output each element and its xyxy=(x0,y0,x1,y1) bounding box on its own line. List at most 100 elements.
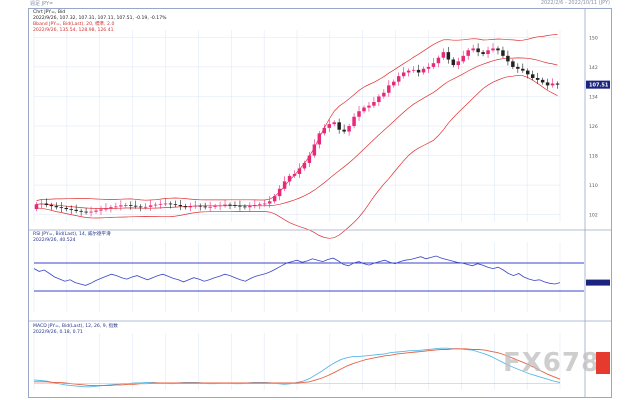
candle-body xyxy=(109,207,113,209)
candle-body xyxy=(392,81,396,86)
candle-body xyxy=(282,181,287,189)
candle-body xyxy=(357,111,361,117)
candle-body xyxy=(446,52,451,60)
macd-info: MACD JPY=, Bid(Last), 12, 26, 9, 指数 2022… xyxy=(33,324,118,336)
candle-body xyxy=(158,203,163,205)
candle-body xyxy=(173,204,178,206)
candle-body xyxy=(367,105,371,108)
price-info-line-4: 2022/9/26, 135.54, 128.98, 126.41 xyxy=(33,28,114,33)
candle-body xyxy=(198,205,202,207)
candle-body xyxy=(233,205,237,206)
candle-body xyxy=(476,48,480,53)
candle-body xyxy=(153,204,158,206)
macd-panel xyxy=(33,333,561,390)
candle-body xyxy=(436,57,441,64)
candle-body xyxy=(287,175,292,182)
candle-body xyxy=(178,205,183,207)
rsi-panel xyxy=(33,242,610,312)
candle-body xyxy=(337,122,341,130)
candle-body xyxy=(277,188,282,197)
candle-body xyxy=(466,50,470,56)
candle-body xyxy=(124,205,128,206)
rsi-info-line-2: 2022/9/26, 40.524 xyxy=(33,238,76,243)
candle-body xyxy=(501,50,505,56)
candle-body xyxy=(471,48,475,51)
y-tick-label: 134 xyxy=(589,94,598,100)
candle-body xyxy=(401,72,406,77)
top-header: 週足 JPY= 2022/2/6 - 2022/10/11 (JPY) xyxy=(0,0,640,8)
candle-body xyxy=(352,116,356,126)
candle-body xyxy=(243,206,247,208)
candle-body xyxy=(511,61,515,67)
candle-body xyxy=(486,50,490,54)
candle-body xyxy=(362,107,366,112)
candle-body xyxy=(451,59,456,66)
candle-body xyxy=(347,126,351,132)
candle-body xyxy=(516,66,520,69)
candle-body xyxy=(272,196,277,202)
y-tick-label: 142 xyxy=(589,65,598,71)
watermark-logo: FX678 xyxy=(503,348,601,378)
macd-slow-line xyxy=(34,348,561,387)
candle-body xyxy=(545,82,550,86)
candle-body xyxy=(372,102,376,106)
candle-body xyxy=(79,210,83,212)
candle-body xyxy=(188,206,193,208)
candle-body xyxy=(163,203,168,205)
price-info-line-2: 2022/9/26, 107.32, 107.31, 107.11, 107.5… xyxy=(33,16,167,21)
y-tick-label: 102 xyxy=(589,213,598,219)
candle-body xyxy=(64,207,68,210)
macd-info-line-2: 2022/9/26, 0.18, 0.71 xyxy=(33,330,83,335)
candle-body xyxy=(406,70,411,73)
candle-body xyxy=(248,206,252,208)
candle-body xyxy=(203,206,207,208)
last-price-tag xyxy=(586,80,610,89)
candle-body xyxy=(441,52,446,58)
candle-body xyxy=(396,76,401,82)
candle-body xyxy=(168,203,173,205)
candle-body xyxy=(238,205,242,207)
candle-body xyxy=(540,79,545,83)
candle-body xyxy=(69,209,73,210)
candle-body xyxy=(530,74,535,78)
candle-body xyxy=(94,210,98,212)
rsi-value-tag xyxy=(586,279,610,286)
y-tick-label: 110 xyxy=(589,183,598,189)
candle-body xyxy=(456,61,461,66)
rsi-info: RSI JPY=, Bid(Last), 14, 威尔德平滑 2022/9/26… xyxy=(33,232,111,244)
candle-body xyxy=(119,205,123,207)
candle-body xyxy=(382,92,386,97)
candle-body xyxy=(49,205,54,207)
y-tick-label: 150 xyxy=(589,35,598,41)
candle-body xyxy=(526,70,530,75)
candle-body xyxy=(481,52,485,54)
candle-body xyxy=(258,204,262,206)
candle-body xyxy=(332,122,336,125)
candle-body xyxy=(129,205,133,206)
candle-body xyxy=(307,155,312,163)
candle-body xyxy=(431,63,436,67)
candle-body xyxy=(253,205,257,207)
candle-body xyxy=(218,205,222,207)
candle-body xyxy=(550,83,555,86)
candle-body xyxy=(292,174,297,176)
candle-body xyxy=(421,68,426,73)
candle-body xyxy=(342,129,346,132)
y-tick-label: 126 xyxy=(589,124,598,130)
candle-body xyxy=(317,133,322,145)
candle-body xyxy=(183,206,188,208)
candle-body xyxy=(208,206,212,208)
candle-body xyxy=(138,206,143,208)
candle-body xyxy=(39,203,44,205)
candle-body xyxy=(555,83,560,85)
candle-body xyxy=(521,68,525,71)
candle-body xyxy=(44,203,49,206)
last-price-label: 107.51 xyxy=(589,83,609,89)
candle-body xyxy=(312,144,317,156)
candle-body xyxy=(133,205,138,207)
bollinger-middle xyxy=(36,57,558,209)
candle-body xyxy=(34,204,39,210)
price-info-line-3: Bband JPY=, Bid(Last), 20, 標準, 2.0 xyxy=(33,22,115,27)
candle-body xyxy=(148,205,153,207)
candle-body xyxy=(377,96,381,102)
